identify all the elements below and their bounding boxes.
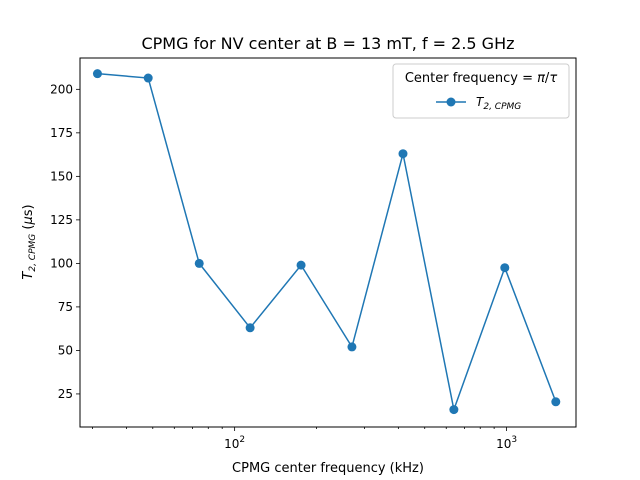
legend-marker-swatch xyxy=(446,97,456,107)
y-tick-label: 75 xyxy=(58,300,73,314)
plot-area: 102 103 25 50 75 100 125 150 175 200 xyxy=(50,57,577,451)
data-point xyxy=(92,69,102,79)
data-point xyxy=(551,397,561,407)
svg-text:T2, CPMG (μs): T2, CPMG (μs) xyxy=(21,204,38,279)
data-point xyxy=(245,323,255,333)
data-point xyxy=(296,260,306,270)
data-point xyxy=(449,405,459,415)
y-tick-label: 200 xyxy=(50,82,73,96)
y-tick-label: 175 xyxy=(50,126,73,140)
data-point xyxy=(398,149,408,159)
x-axis-label: CPMG center frequency (kHz) xyxy=(232,461,424,476)
legend-title: Center frequency = π/τ xyxy=(405,71,557,86)
x-tick-label: 102 xyxy=(224,435,245,451)
y-tick-label: 100 xyxy=(50,256,73,270)
chart-title: CPMG for NV center at B = 13 mT, f = 2.5… xyxy=(141,34,514,53)
y-tick-label: 50 xyxy=(58,343,73,357)
legend-box xyxy=(392,63,570,119)
data-point xyxy=(500,263,510,273)
y-axis-label: T2, CPMG (μs) xyxy=(21,204,38,279)
data-point xyxy=(143,73,153,83)
x-axis-ticks: 102 103 xyxy=(224,427,517,451)
series-points xyxy=(92,69,561,415)
x-tick-label: 103 xyxy=(496,435,517,451)
legend-entry-label: T2, CPMG xyxy=(476,95,521,112)
y-tick-label: 125 xyxy=(50,213,73,227)
y-axis-ticks: 25 50 75 100 125 150 175 200 xyxy=(50,82,80,401)
y-tick-label: 25 xyxy=(58,387,73,401)
y-tick-label: 150 xyxy=(50,169,73,183)
data-point xyxy=(194,258,204,268)
data-point xyxy=(347,342,357,352)
series-line xyxy=(97,72,557,413)
axes-frame xyxy=(79,57,577,428)
legend: Center frequency = π/τ T2, CPMG xyxy=(392,63,570,119)
